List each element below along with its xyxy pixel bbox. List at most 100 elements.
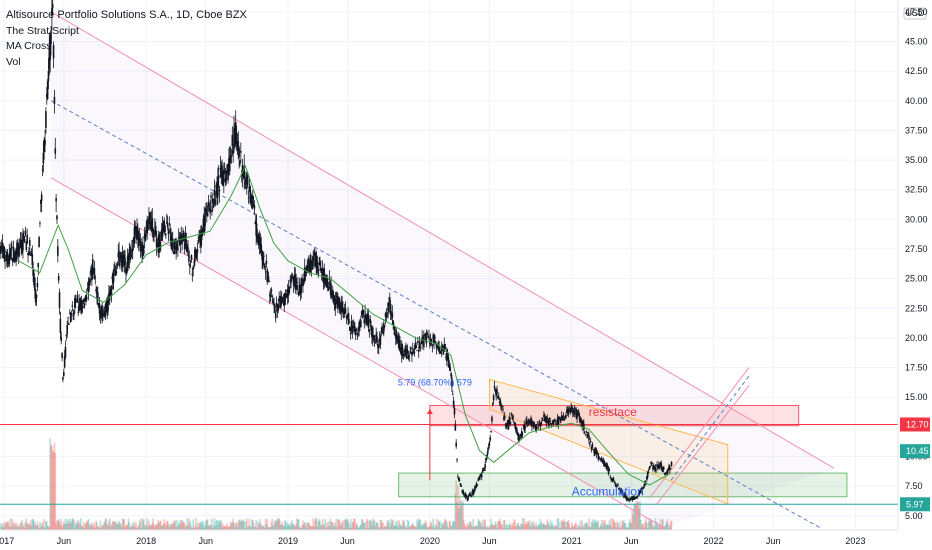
volume-bar [451, 525, 453, 530]
candle-body [606, 465, 609, 470]
volume-bar [288, 526, 291, 530]
candle-body [34, 290, 37, 303]
indicator-strat-script[interactable]: The Strat Script [6, 24, 79, 37]
volume-bar [140, 527, 143, 530]
volume-bar [509, 524, 512, 530]
candle-body [424, 333, 427, 340]
candle-body [242, 171, 245, 174]
volume-bar [388, 526, 391, 530]
candle-body [15, 248, 17, 262]
volume-bar [648, 518, 651, 530]
candle-body [600, 457, 603, 462]
volume-bar [514, 520, 516, 530]
candle-body [477, 478, 480, 481]
indicator-vol[interactable]: Vol [6, 55, 21, 68]
candle-body [580, 419, 583, 426]
volume-bar [24, 521, 27, 530]
volume-bar [527, 522, 530, 530]
candle-body [294, 274, 297, 290]
volume-bar [634, 503, 636, 530]
candle-body [5, 250, 7, 252]
volume-bar [217, 525, 219, 530]
candle-body [450, 373, 452, 377]
volume-bar [156, 523, 159, 530]
volume-bar [84, 522, 86, 530]
candle-body [540, 421, 543, 425]
candle-body [265, 260, 268, 265]
volume-bar [314, 518, 317, 530]
volume-bar [600, 524, 602, 530]
volume-bar [668, 527, 670, 530]
candle-body [466, 499, 469, 501]
volume-bar [536, 526, 538, 530]
volume-bar [477, 518, 480, 530]
candle-body [301, 278, 303, 284]
volume-bar [233, 522, 235, 530]
candle-body [161, 224, 164, 238]
volume-bar [396, 521, 399, 530]
time-axis[interactable]: 2017Jun2018Jun2019Jun2020Jun2021Jun2022J… [0, 529, 932, 550]
price-axis[interactable]: USD5.007.5010.0012.5015.0017.5020.0022.5… [897, 0, 932, 550]
volume-bar [68, 518, 71, 530]
volume-bar [66, 519, 68, 530]
volume-bar [578, 527, 581, 530]
candle-body [649, 466, 652, 468]
volume-bar [529, 526, 532, 530]
candle-body [188, 264, 191, 267]
time-tick-label: Jun [766, 536, 781, 546]
volume-bar [366, 518, 368, 530]
volume-bar [230, 522, 233, 530]
volume-bar [74, 522, 77, 530]
candle-body [647, 471, 650, 473]
volume-bar [130, 526, 132, 530]
volume-bar [510, 527, 513, 530]
volume-bar [445, 519, 447, 530]
candle-body [478, 477, 480, 480]
volume-bar [366, 520, 369, 530]
volume-bar [245, 518, 248, 530]
volume-bar [335, 519, 337, 530]
price-tick-label: 35.00 [905, 155, 928, 165]
volume-bar [293, 525, 296, 530]
volume-bar [110, 526, 113, 530]
indicator-ma-cross[interactable]: MA Cross [6, 40, 52, 52]
candle-body [296, 286, 298, 288]
volume-bar [46, 525, 49, 530]
candle-body [114, 267, 116, 269]
candle-body [335, 299, 337, 305]
volume-bar [429, 521, 432, 530]
volume-bar [352, 521, 354, 530]
volume-bar [665, 521, 668, 530]
candle-body [463, 493, 465, 495]
candle-body [31, 253, 34, 266]
price-tick-label: 20.00 [905, 333, 928, 343]
volume-bar [373, 520, 376, 530]
volume-bar [89, 526, 91, 530]
volume-bar [337, 519, 340, 530]
volume-bar [192, 519, 194, 530]
volume-bar [436, 526, 439, 530]
candle-body [457, 478, 460, 480]
candle-body [494, 388, 497, 392]
candle-body [606, 464, 608, 468]
volume-bar [277, 518, 280, 530]
volume-bar [348, 527, 351, 530]
candle-body [646, 472, 649, 478]
volume-bar [606, 524, 608, 530]
candle-body [47, 71, 50, 82]
volume-bar [187, 525, 189, 530]
volume-bar [70, 520, 73, 530]
time-tick-label: Jun [198, 536, 213, 546]
candle-body [566, 409, 568, 414]
candle-body [75, 299, 78, 301]
candle-body [151, 218, 154, 234]
candle-body [297, 291, 300, 296]
candle-body [483, 469, 486, 471]
candle-body [452, 400, 455, 406]
volume-bar [480, 523, 482, 530]
candle-body [343, 310, 346, 315]
candle-body [604, 464, 606, 466]
volume-bar [188, 520, 191, 530]
